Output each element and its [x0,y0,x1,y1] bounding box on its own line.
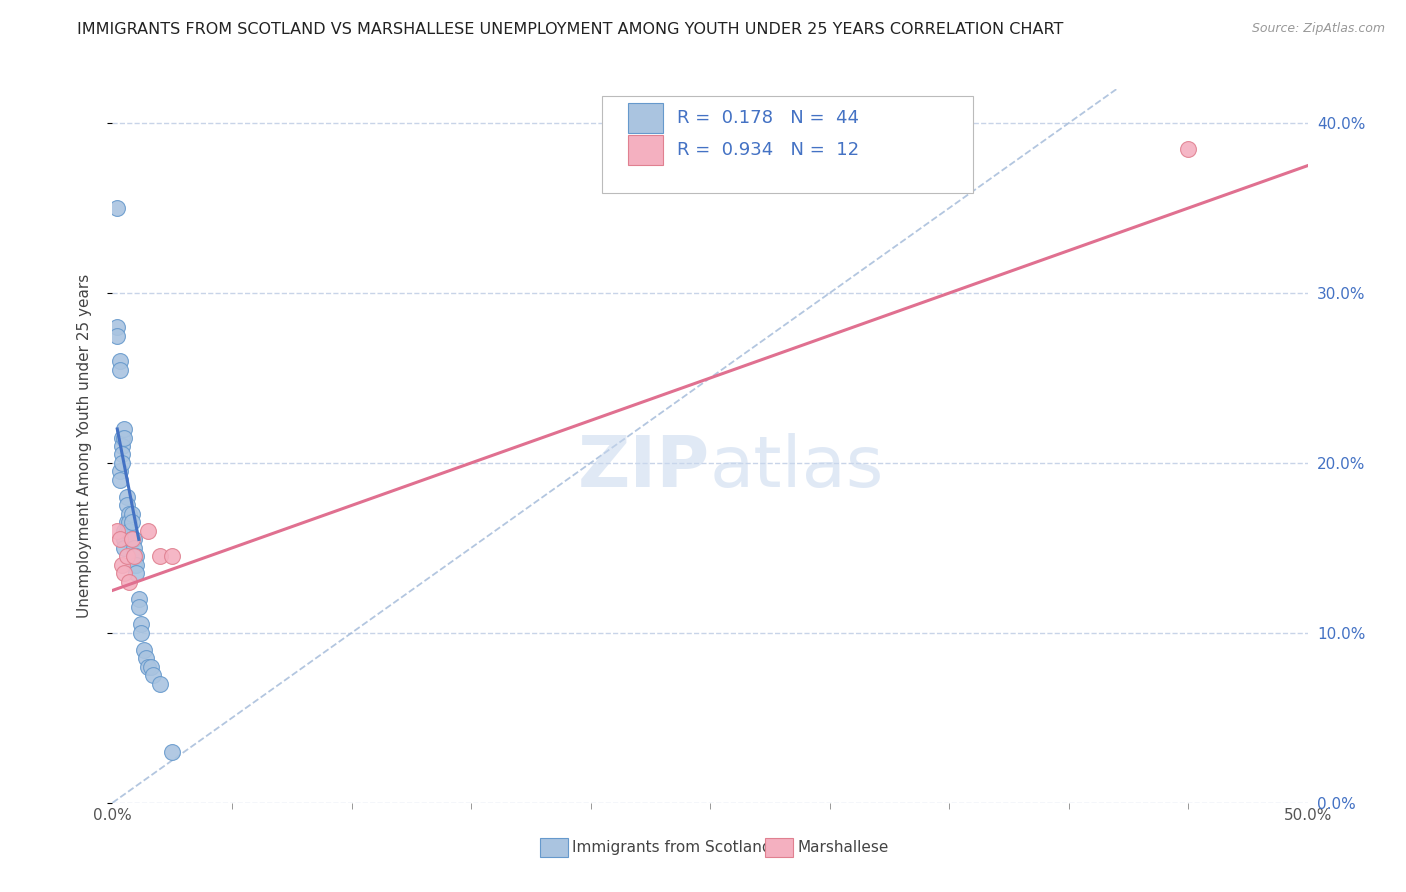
Point [114,566,135,581]
Point [128,600,150,615]
Point [114,533,135,547]
Point [139,660,162,674]
Point [121,533,143,547]
Point [149,677,172,691]
Point [118,574,141,589]
Text: Source: ZipAtlas.com: Source: ZipAtlas.com [1251,22,1385,36]
Point [129,617,152,632]
Point [114,430,135,444]
Text: IMMIGRANTS FROM SCOTLAND VS MARSHALLESE UNEMPLOYMENT AMONG YOUTH UNDER 25 YEARS : IMMIGRANTS FROM SCOTLAND VS MARSHALLESE … [77,22,1064,37]
Point [108,465,131,479]
Text: R =  0.178   N =  44: R = 0.178 N = 44 [676,109,859,127]
Point [111,558,134,572]
Point [125,566,148,581]
Point [122,558,145,572]
Point [105,320,128,334]
Point [115,549,138,564]
Point [122,541,145,555]
FancyBboxPatch shape [603,96,973,193]
Point [121,516,143,530]
Point [129,626,152,640]
Text: atlas: atlas [710,433,884,502]
Point [132,643,155,657]
Point [111,448,134,462]
Point [118,507,141,521]
FancyBboxPatch shape [627,103,664,133]
Point [138,660,160,674]
Point [115,499,138,513]
Point [121,507,143,521]
Point [108,354,131,368]
Point [149,549,172,564]
Point [122,549,145,564]
Point [105,524,128,538]
Point [121,533,143,547]
Point [162,549,183,564]
Point [115,516,138,530]
Y-axis label: Unemployment Among Youth under 25 years: Unemployment Among Youth under 25 years [77,274,91,618]
Point [111,439,134,453]
Text: R =  0.934   N =  12: R = 0.934 N = 12 [676,141,859,159]
Point [111,456,134,470]
Point [162,745,183,759]
Point [138,524,160,538]
Point [108,362,131,376]
Text: Marshallese: Marshallese [797,840,889,855]
Point [128,591,150,606]
Point [108,533,131,547]
FancyBboxPatch shape [627,135,664,165]
Point [105,328,128,343]
Point [142,668,165,682]
Point [122,549,145,564]
Point [1177,142,1199,156]
Point [114,422,135,436]
Point [111,430,134,444]
Point [115,490,138,504]
Point [108,473,131,487]
Text: Immigrants from Scotland: Immigrants from Scotland [572,840,772,855]
Point [118,516,141,530]
Point [122,533,145,547]
Point [115,524,138,538]
Point [125,558,148,572]
Point [114,524,135,538]
Point [125,549,148,564]
Point [118,524,141,538]
Point [135,651,157,665]
Text: ZIP: ZIP [578,433,710,502]
Point [114,541,135,555]
Point [105,201,128,215]
